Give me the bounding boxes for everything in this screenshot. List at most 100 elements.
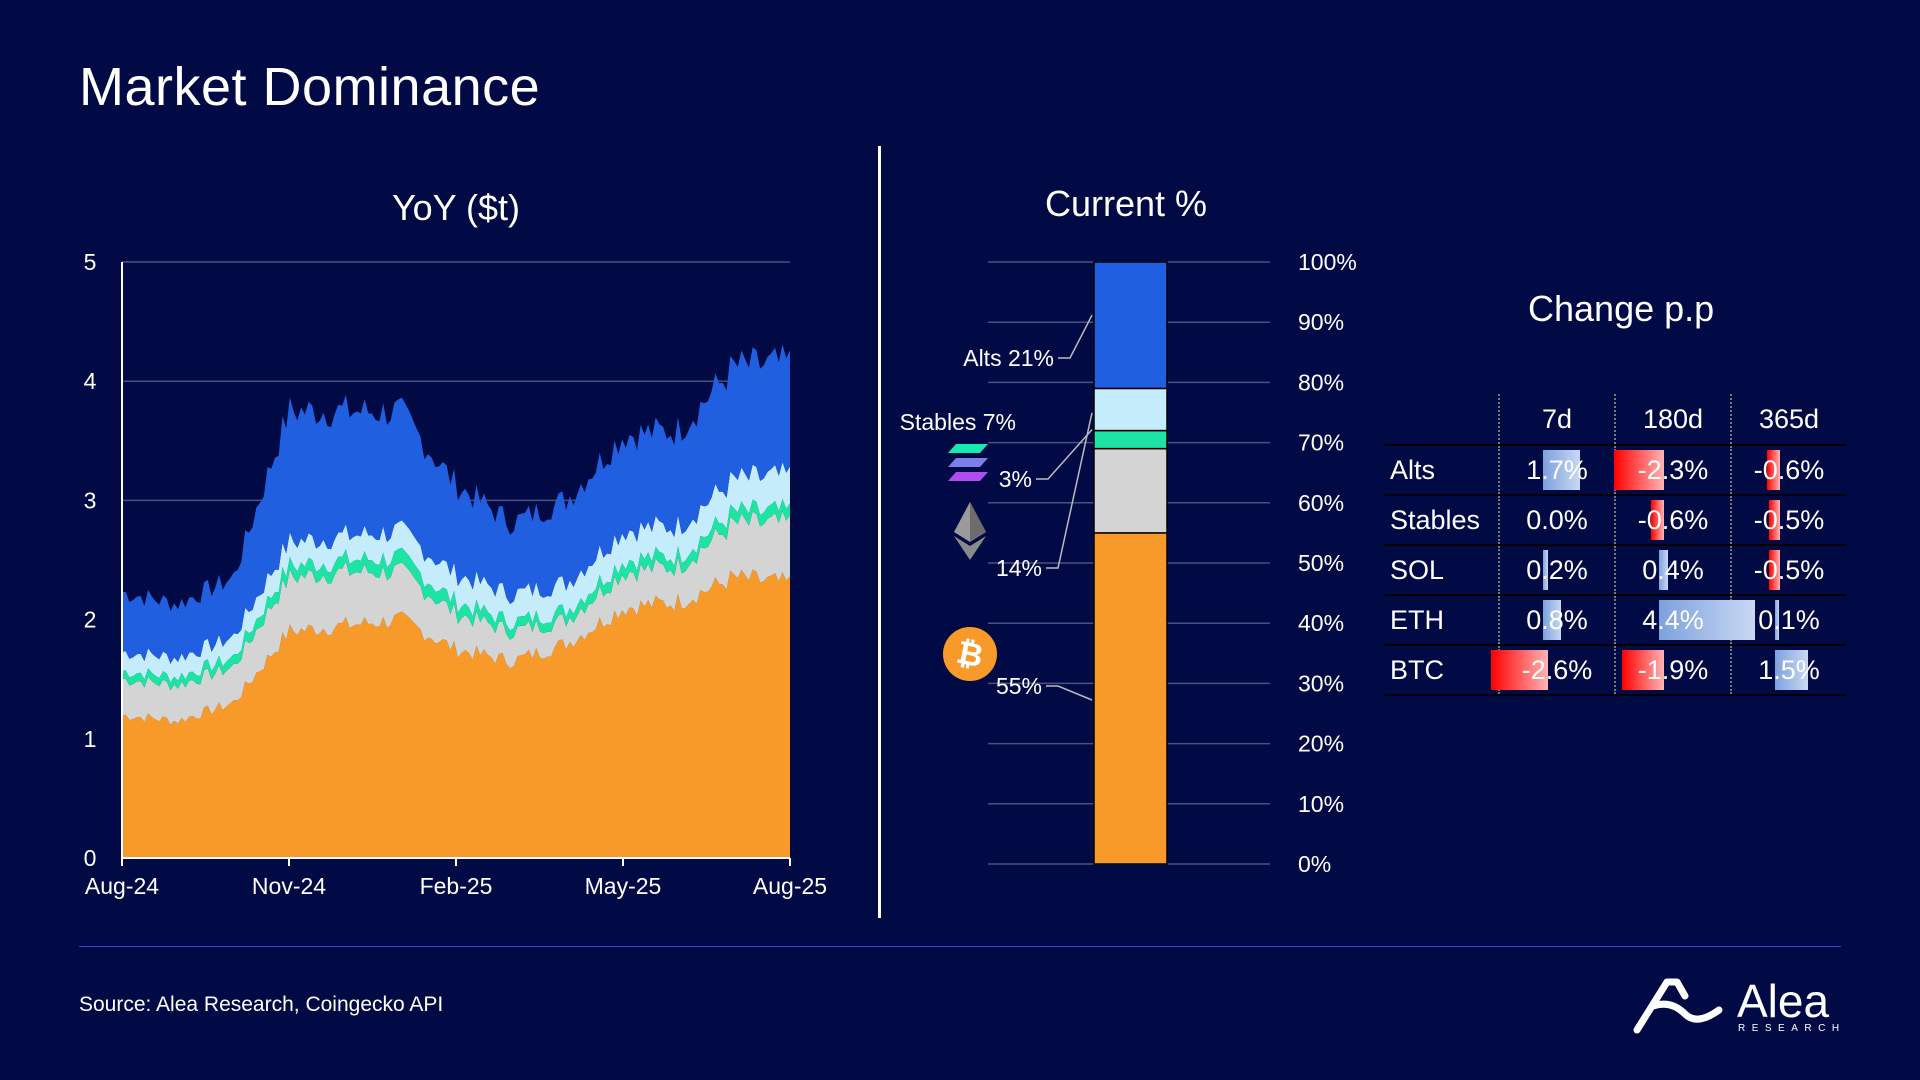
btc-icon: ₿ <box>943 627 997 681</box>
change-value: -2.3% <box>1637 454 1709 485</box>
change-row-eth: ETH 0.8% 4.4% 0.1% <box>1384 594 1846 645</box>
change-value: -2.6% <box>1521 654 1593 685</box>
bar-segment-stables <box>1093 387 1168 432</box>
change-cell: 0.2% <box>1498 544 1615 595</box>
logo-subtitle: RESEARCH <box>1738 1023 1846 1034</box>
change-bar <box>1768 500 1780 540</box>
column-header-180d: 180d <box>1614 394 1731 445</box>
column-header-365d: 365d <box>1730 394 1846 445</box>
change-cell: 0.8% <box>1498 594 1615 645</box>
y-tick-label: 0% <box>1298 851 1331 877</box>
leader-line <box>1046 685 1093 701</box>
change-table-header: 7d 180d 365d <box>1384 394 1846 445</box>
change-bar <box>1768 550 1780 590</box>
x-tick-label: Nov-24 <box>252 873 326 899</box>
current-percent-chart: Current % 0% 10% 20% 30% 40% 50% 60% 70% 80% 90% 10… <box>900 183 1357 877</box>
y-tick-label: 0 <box>84 845 97 871</box>
leader-line <box>1046 412 1093 569</box>
eth-icon-shade <box>970 502 986 542</box>
eth-icon-bottom <box>954 536 986 560</box>
change-cell: -1.9% <box>1614 644 1731 696</box>
change-bar <box>1766 450 1780 490</box>
page-title: Market Dominance <box>79 57 541 117</box>
y-tick-label: 2 <box>84 607 97 633</box>
change-value: -0.6% <box>1637 504 1709 535</box>
btc-icon-circle <box>943 627 997 681</box>
eth-icon <box>954 502 986 560</box>
x-tick-label: Aug-25 <box>753 873 827 899</box>
change-cell: 0.0% <box>1498 494 1615 545</box>
x-tick-label: Aug-24 <box>85 873 159 899</box>
change-cell: 1.7% <box>1498 444 1615 495</box>
sol-icon-stripe <box>948 444 988 453</box>
row-label: Stables <box>1384 494 1499 545</box>
area-alts <box>122 344 790 664</box>
sol-icon <box>948 444 988 481</box>
bar-segment-eth <box>1093 447 1168 534</box>
y-tick-label: 70% <box>1298 430 1344 456</box>
change-cell: -0.6% <box>1614 494 1731 545</box>
column-header-7d: 7d <box>1498 394 1615 445</box>
yoy-area-chart: YoY ($t) 0 1 2 3 4 5 Aug-24 Nov-24 Feb-25 May-25 Au… <box>84 187 827 899</box>
y-tick-label: 5 <box>84 249 97 275</box>
y-tick-label: 4 <box>84 368 97 394</box>
change-value: 0.8% <box>1526 604 1588 635</box>
change-value: 1.5% <box>1758 654 1820 685</box>
change-value: -0.5% <box>1753 554 1825 585</box>
y-tick-label: 40% <box>1298 610 1344 636</box>
chart-title: YoY ($t) <box>392 187 520 228</box>
change-value: -0.6% <box>1753 454 1825 485</box>
source-note: Source: Alea Research, Coingecko API <box>79 993 444 1016</box>
change-value: 1.7% <box>1526 454 1588 485</box>
row-label: SOL <box>1384 544 1499 595</box>
change-row-alts: Alts 1.7% -2.3% -0.6% <box>1384 444 1846 495</box>
change-value: 4.4% <box>1642 604 1704 635</box>
area-eth <box>122 511 790 725</box>
row-label: BTC <box>1384 644 1499 696</box>
y-tick-label: 3 <box>84 487 97 513</box>
segment-label-eth: 14% <box>996 555 1042 581</box>
segment-label-btc: 55% <box>996 673 1042 699</box>
y-tick-label: 90% <box>1298 309 1344 335</box>
change-row-sol: SOL 0.2% 0.4% -0.5% <box>1384 544 1846 595</box>
area-btc <box>122 569 790 858</box>
change-bar <box>1775 650 1809 690</box>
y-tick-label: 10% <box>1298 791 1344 817</box>
chart-title: Current % <box>1045 183 1207 224</box>
y-tick-label: 100% <box>1298 249 1357 275</box>
change-bar <box>1543 550 1548 590</box>
change-bar <box>1491 650 1548 690</box>
segment-label-stables: Stables 7% <box>900 409 1016 435</box>
change-cell: -0.5% <box>1730 494 1846 545</box>
y-tick-label: 20% <box>1298 731 1344 757</box>
row-label: ETH <box>1384 594 1499 645</box>
y-tick-label: 60% <box>1298 490 1344 516</box>
change-bar <box>1543 450 1581 490</box>
change-cell: -2.6% <box>1491 644 1615 696</box>
vertical-divider <box>878 146 881 918</box>
change-cell: 1.5% <box>1730 644 1846 696</box>
change-value: 0.2% <box>1526 554 1588 585</box>
x-tick-label: May-25 <box>585 873 662 899</box>
leader-line <box>1036 429 1093 480</box>
logo-word: Alea <box>1737 975 1830 1027</box>
change-table-title: Change p.p <box>1528 288 1715 329</box>
change-cell: 4.4% <box>1614 594 1756 645</box>
change-row-stables: Stables 0.0% -0.6% -0.5% <box>1384 494 1846 545</box>
change-cell: 0.4% <box>1614 544 1731 595</box>
change-cell: -0.6% <box>1730 444 1846 495</box>
y-tick-label: 1 <box>84 726 97 752</box>
bar-segment-alts <box>1093 261 1168 390</box>
change-cell: 0.1% <box>1730 594 1846 645</box>
change-bar <box>1543 600 1561 640</box>
bar-segment-btc <box>1093 532 1168 865</box>
sol-icon-stripe <box>948 458 988 467</box>
change-bar <box>1613 450 1664 490</box>
leader-line <box>1058 314 1093 359</box>
change-value: -0.5% <box>1753 504 1825 535</box>
y-tick-label: 80% <box>1298 369 1344 395</box>
change-bar <box>1622 650 1664 690</box>
horizontal-divider <box>79 946 1841 947</box>
change-bar <box>1775 600 1780 640</box>
change-value: 0.0% <box>1526 504 1588 535</box>
